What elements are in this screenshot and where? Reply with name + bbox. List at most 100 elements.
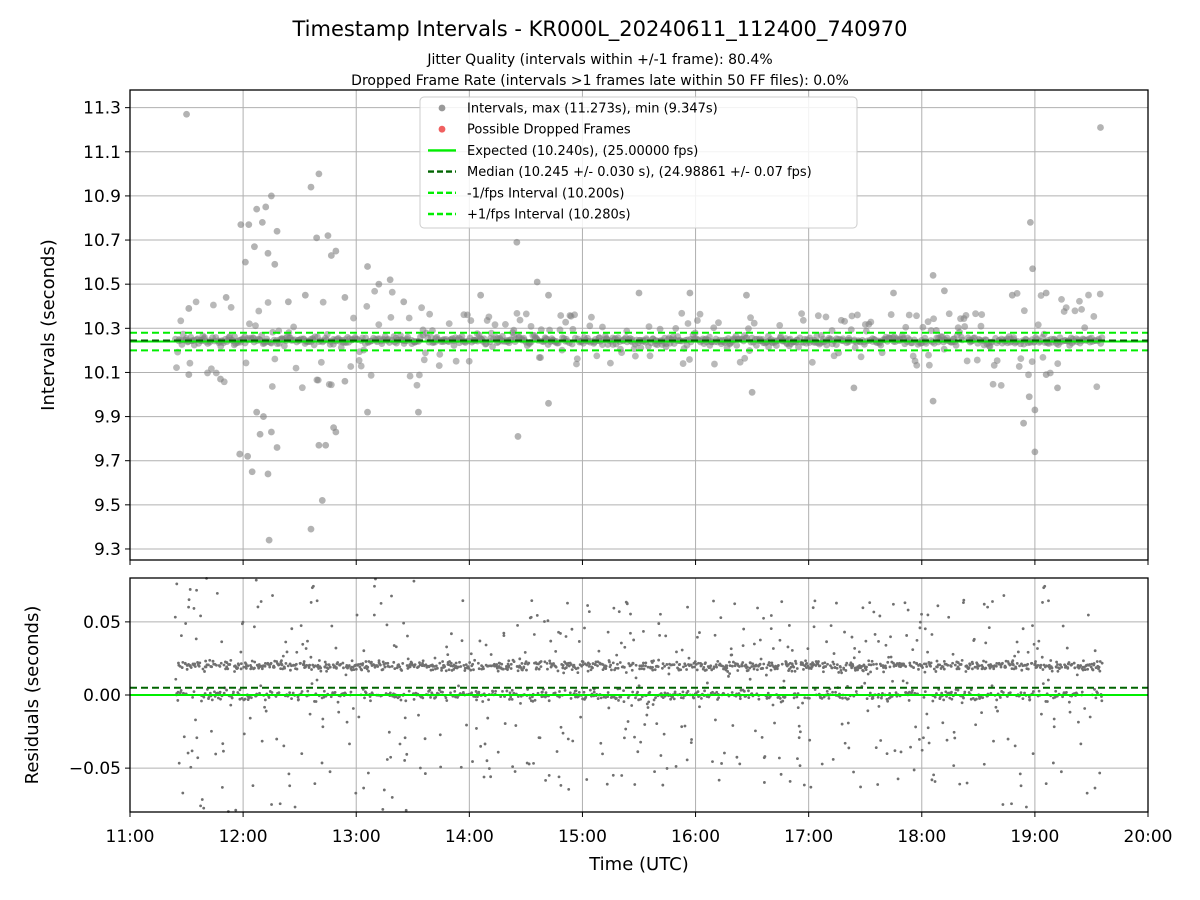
residual-point	[1013, 744, 1017, 748]
residual-point	[721, 664, 725, 668]
residual-point	[763, 755, 767, 758]
residual-point	[296, 695, 300, 699]
residual-point	[543, 660, 547, 664]
interval-point	[244, 452, 252, 460]
residual-point	[696, 690, 700, 694]
residual-point	[786, 645, 790, 649]
interval-point	[822, 313, 830, 321]
residual-point	[940, 691, 944, 695]
residual-point	[561, 731, 565, 735]
interval-point	[292, 364, 300, 372]
residual-point	[544, 778, 547, 782]
residual-point	[567, 664, 571, 668]
residual-point	[885, 752, 889, 755]
residual-point	[263, 662, 267, 665]
interval-point	[927, 327, 935, 334]
residual-point	[865, 697, 869, 701]
interval-point	[246, 320, 253, 328]
residual-point	[608, 660, 611, 664]
residual-point	[348, 742, 351, 746]
interval-point	[963, 357, 971, 365]
residual-point	[1028, 698, 1032, 702]
interval-point	[341, 294, 349, 301]
residual-point	[962, 696, 965, 700]
interval-point	[319, 298, 327, 306]
residual-point	[938, 695, 942, 699]
residual-point	[912, 768, 916, 772]
residual-point	[882, 670, 886, 674]
residual-point	[801, 701, 804, 705]
residual-point	[403, 736, 407, 740]
residual-point	[372, 613, 376, 617]
y-tick-label: 11.1	[83, 143, 121, 163]
residual-point	[356, 663, 360, 666]
residual-point	[631, 662, 635, 665]
residual-point	[798, 730, 802, 734]
residual-point	[717, 696, 721, 700]
residual-point	[1083, 707, 1087, 710]
jitter-quality-subtitle: Jitter Quality (intervals within +/-1 fr…	[426, 52, 772, 68]
residual-point	[996, 709, 999, 713]
residual-point	[345, 720, 349, 724]
residual-point	[229, 658, 233, 662]
residual-point	[794, 662, 798, 665]
residual-point	[748, 677, 752, 681]
residual-point	[553, 691, 557, 695]
residual-point	[500, 662, 504, 666]
residual-point	[675, 660, 679, 664]
residual-point	[868, 601, 872, 605]
residual-point	[1094, 696, 1098, 700]
interval-point	[743, 291, 750, 299]
interval-point	[210, 301, 217, 309]
residual-point	[211, 659, 215, 663]
residual-point	[234, 808, 238, 812]
residual-point	[252, 625, 256, 629]
interval-point	[464, 311, 471, 319]
interval-point	[940, 345, 948, 353]
residual-point	[973, 665, 977, 669]
residual-point	[839, 668, 843, 672]
residual-point	[489, 775, 493, 779]
interval-point	[327, 381, 335, 389]
residual-point	[449, 661, 453, 665]
residual-point	[680, 648, 684, 652]
residual-point	[219, 661, 223, 665]
residual-point	[1093, 786, 1097, 790]
residual-point	[696, 635, 699, 639]
residual-point	[351, 707, 355, 710]
residual-point	[982, 602, 986, 606]
residual-point	[967, 691, 971, 694]
interval-point	[776, 321, 784, 329]
residual-point	[271, 594, 274, 597]
residual-point	[697, 661, 700, 665]
residual-point	[894, 664, 898, 668]
residual-point	[638, 667, 642, 671]
residual-point	[640, 695, 644, 699]
interval-point	[513, 309, 521, 317]
residual-point	[642, 629, 645, 633]
residual-point	[324, 663, 328, 666]
residual-point	[669, 697, 673, 701]
residual-point	[210, 729, 213, 733]
residual-point	[912, 666, 915, 669]
residual-point	[931, 699, 935, 703]
interval-point	[913, 361, 921, 369]
residual-point	[304, 647, 308, 650]
residual-point	[637, 684, 641, 688]
residual-point	[509, 667, 513, 670]
residual-point	[508, 691, 512, 695]
residual-point	[792, 696, 796, 700]
residual-point	[927, 660, 931, 664]
residual-point	[692, 696, 696, 700]
residual-point	[325, 669, 328, 673]
interval-point	[255, 307, 263, 315]
residual-point	[176, 690, 180, 694]
residual-point	[758, 662, 762, 666]
residual-point	[473, 658, 477, 662]
residual-point	[809, 663, 813, 666]
residual-point	[986, 605, 990, 609]
interval-point	[313, 234, 321, 242]
interval-point	[973, 356, 981, 364]
residual-point	[704, 661, 707, 665]
residual-point	[569, 697, 573, 700]
